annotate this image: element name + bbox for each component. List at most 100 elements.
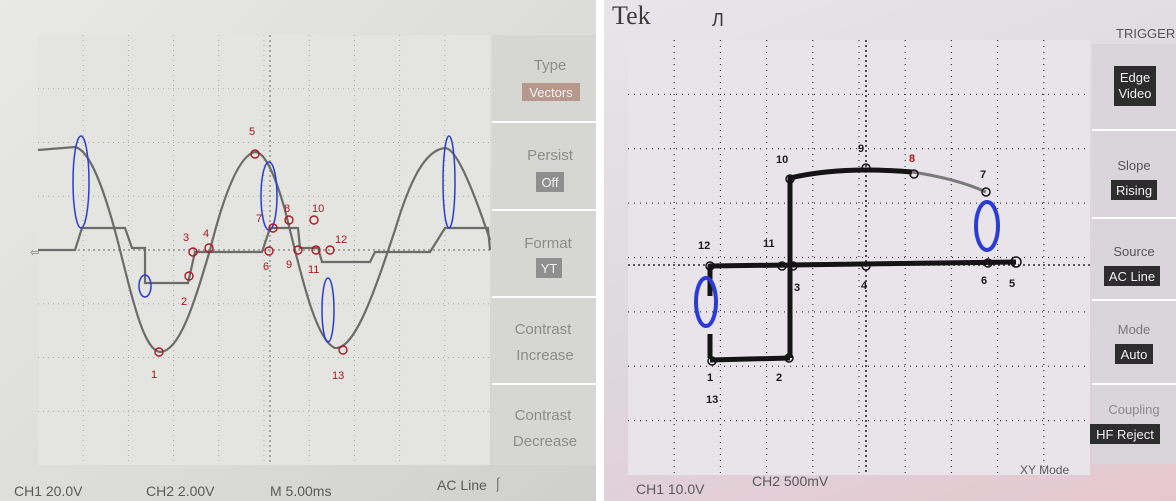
right-marker-10 <box>785 174 795 184</box>
right-graticule-area <box>628 40 1090 475</box>
left-side-menu <box>492 35 596 465</box>
right-side-menu <box>1092 44 1176 464</box>
right-marker-4 <box>861 261 871 271</box>
right-menu-item-mode[interactable]: Mode Auto <box>1115 322 1153 364</box>
left-menu-item-persist[interactable]: Persist Off <box>527 147 574 192</box>
right-brand-logo: Tek <box>612 1 651 30</box>
svg-text:Coupling: Coupling <box>1108 402 1159 417</box>
right-num-4: 4 <box>861 280 868 292</box>
left-scope-screen: ⇦ 1 2 3 4 5 6 7 <box>14 35 596 499</box>
right-marker-5 <box>1010 256 1022 268</box>
right-num-2: 2 <box>776 372 782 384</box>
svg-text:Vectors: Vectors <box>529 85 573 100</box>
left-trigger-marker: ⇦ <box>30 247 39 259</box>
left-num-3: 3 <box>183 232 189 244</box>
svg-text:YT: YT <box>541 261 558 276</box>
left-menu-item-contrast-decrease[interactable]: Contrast Decrease <box>513 407 577 450</box>
left-num-4: 4 <box>203 228 209 240</box>
left-marker-5 <box>250 149 260 159</box>
left-menu-item-type[interactable]: Type Vectors <box>522 57 580 101</box>
right-marker-7 <box>981 187 991 197</box>
right-num-13: 13 <box>706 394 718 406</box>
svg-text:Contrast Increase: Contrast Increase <box>515 321 576 364</box>
left-marker-11 <box>311 245 321 255</box>
left-blue-highlight-4 <box>321 277 335 343</box>
svg-text:Rising: Rising <box>1116 183 1152 198</box>
left-ch1-trace <box>37 145 492 354</box>
right-num-10: 10 <box>776 154 788 166</box>
left-num-7: 7 <box>256 213 262 225</box>
right-trigger-state: Л <box>712 10 724 30</box>
right-xy-trace-faint <box>911 170 987 194</box>
left-num-13: 13 <box>332 370 344 382</box>
contrast-decrease-label: Contrast <box>515 407 573 424</box>
right-menu-item-slope[interactable]: Slope Rising <box>1111 158 1157 200</box>
svg-text:Source: Source <box>1113 244 1154 259</box>
right-marker-3 <box>788 261 798 271</box>
left-oscilloscope-photo: ⇦ 1 2 3 4 5 6 7 <box>0 0 596 501</box>
right-marker-2 <box>784 353 794 363</box>
left-marker-8 <box>284 215 294 225</box>
left-blue-highlight-1 <box>72 135 90 229</box>
left-marker-10 <box>309 215 319 225</box>
right-point-markers <box>705 163 1022 366</box>
left-marker-12 <box>325 245 335 255</box>
svg-text:HF Reject: HF Reject <box>1096 427 1154 442</box>
svg-text:Format: Format <box>524 235 572 252</box>
right-num-8: 8 <box>909 153 915 165</box>
left-num-9: 9 <box>286 259 292 271</box>
left-marker-6 <box>264 246 274 256</box>
left-trigger-source: AC Line ⎰ <box>437 477 505 493</box>
right-xy-mode: XY Mode <box>1020 463 1069 477</box>
left-timebase: M 5.00ms <box>270 483 331 499</box>
left-red-numbers: 1 2 3 4 5 6 7 8 9 10 11 12 13 <box>151 126 347 382</box>
right-ch1-scale: CH1 10.0V <box>636 481 705 497</box>
right-status-bar: CH1 10.0V CH2 500mV XY Mode <box>636 463 1069 497</box>
left-num-6: 6 <box>263 261 269 273</box>
left-num-1: 1 <box>151 369 157 381</box>
right-menu-item-source[interactable]: Source AC Line <box>1104 244 1160 286</box>
left-blue-highlight-2 <box>138 274 152 298</box>
left-num-2: 2 <box>181 296 187 308</box>
right-marker-12 <box>705 261 715 271</box>
svg-text:AC Line: AC Line <box>1109 269 1155 284</box>
right-point-numbers: 1 2 3 4 5 6 7 8 9 10 11 12 13 <box>698 143 1015 406</box>
left-num-8: 8 <box>284 203 290 215</box>
photo-divider <box>596 0 604 501</box>
svg-text:Type: Type <box>534 57 567 74</box>
right-ch2-scale: CH2 500mV <box>752 473 829 489</box>
right-blue-highlight-2 <box>974 200 1000 252</box>
left-marker-4 <box>204 243 214 253</box>
contrast-increase-label: Contrast <box>515 321 573 338</box>
right-marker-9 <box>861 163 871 173</box>
right-num-12: 12 <box>698 240 710 252</box>
left-num-10: 10 <box>312 203 324 215</box>
svg-text:Slope: Slope <box>1117 158 1150 173</box>
right-menu-title: TRIGGER <box>1116 26 1175 41</box>
left-ch2-scale: CH2 2.00V <box>146 483 215 499</box>
left-num-5: 5 <box>249 126 255 138</box>
right-marker-6 <box>983 258 993 268</box>
left-marker-1 <box>154 347 164 357</box>
right-xy-trace <box>707 167 1017 363</box>
right-num-9: 9 <box>858 143 864 155</box>
svg-text:Off: Off <box>541 175 558 190</box>
right-menu-item-type[interactable]: Edge Video <box>1114 66 1156 106</box>
svg-text:Persist: Persist <box>527 147 574 164</box>
left-num-12: 12 <box>335 234 347 246</box>
right-menu-item-coupling[interactable]: Coupling HF Reject <box>1090 402 1160 444</box>
left-menu-item-format[interactable]: Format YT <box>524 235 573 278</box>
svg-text:Auto: Auto <box>1121 347 1148 362</box>
left-marker-9 <box>293 245 303 255</box>
left-blue-highlight-5 <box>442 135 456 229</box>
left-menu-item-contrast-increase[interactable]: Contrast Increase <box>515 321 576 364</box>
svg-text:Contrast Decrease: Contrast Decrease <box>513 407 577 450</box>
right-num-11: 11 <box>763 238 775 250</box>
left-marker-2 <box>184 271 194 281</box>
right-marker-1 <box>707 356 717 366</box>
right-num-5: 5 <box>1009 278 1015 290</box>
right-num-6: 6 <box>981 275 987 287</box>
left-marker-7 <box>268 223 278 233</box>
left-num-11: 11 <box>308 264 319 276</box>
right-oscilloscope-photo: Tek Л TRIGGER 1 2 <box>604 0 1176 501</box>
